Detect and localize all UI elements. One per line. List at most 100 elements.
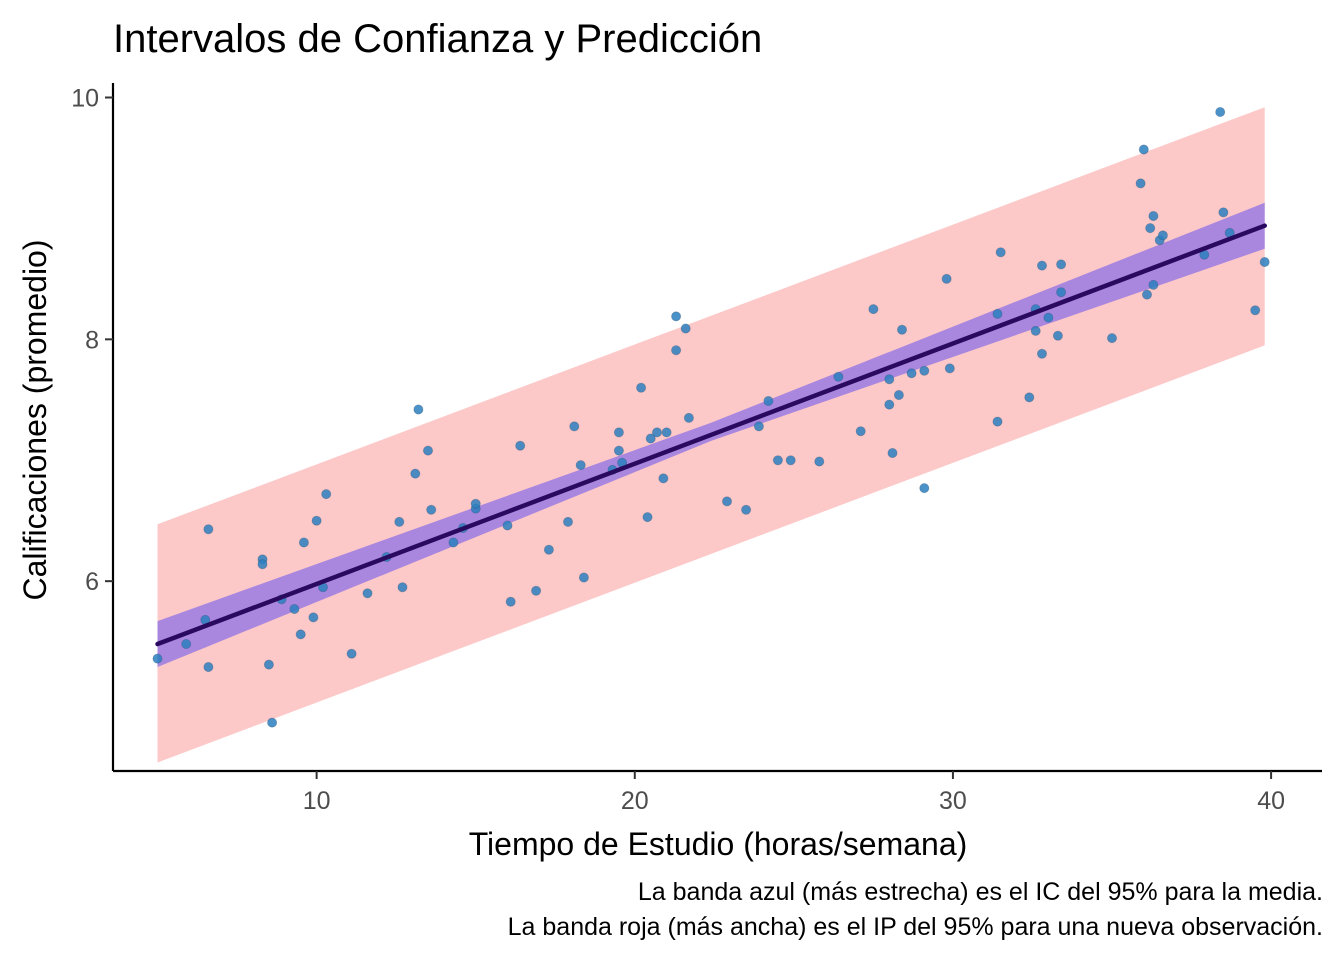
data-point (671, 311, 682, 322)
chart-title: Intervalos de Confianza y Predicción (113, 17, 762, 61)
data-point (152, 653, 163, 664)
data-point (505, 596, 516, 607)
data-point (887, 447, 898, 458)
data-point (1107, 333, 1118, 344)
data-point (1148, 279, 1159, 290)
data-point (680, 323, 691, 334)
y-tick-label: 8 (85, 326, 99, 354)
data-point (1142, 289, 1153, 300)
data-point (1135, 178, 1146, 189)
data-point (661, 427, 672, 438)
data-point (722, 496, 733, 507)
data-point (308, 612, 319, 623)
data-point (919, 483, 930, 494)
data-point (1037, 348, 1048, 359)
data-point (321, 489, 332, 500)
data-point (410, 468, 421, 479)
data-point (671, 345, 682, 356)
x-tick-label: 40 (1257, 787, 1285, 815)
data-point (884, 399, 895, 410)
y-axis-title: Calificaciones (promedio) (17, 239, 53, 600)
data-point (919, 365, 930, 376)
data-point (295, 629, 306, 640)
y-tick-label: 6 (85, 568, 99, 596)
data-point (181, 639, 192, 650)
data-point (289, 604, 300, 615)
data-point (741, 504, 752, 515)
data-point (311, 515, 322, 526)
x-axis-title: Tiempo de Estudio (horas/semana) (469, 826, 968, 862)
data-point (346, 648, 357, 659)
data-point (1043, 312, 1054, 323)
data-point (1030, 325, 1041, 336)
data-point (502, 520, 513, 531)
data-point (203, 662, 214, 673)
data-point (645, 433, 656, 444)
data-point (203, 524, 214, 535)
data-point (855, 426, 866, 437)
data-point (422, 445, 433, 456)
data-point (636, 382, 647, 393)
data-point (1037, 260, 1048, 271)
regression-line (155, 223, 1267, 647)
data-point (257, 559, 268, 570)
data-point (642, 512, 653, 523)
y-tick-label: 10 (71, 85, 99, 113)
data-point (575, 460, 586, 471)
data-point (515, 440, 526, 451)
data-point (298, 537, 309, 548)
data-point (1024, 392, 1035, 403)
data-point (1157, 230, 1168, 241)
data-point (531, 585, 542, 596)
data-point (1145, 223, 1156, 234)
data-point (263, 659, 274, 670)
data-point (397, 582, 408, 593)
data-point (995, 247, 1006, 258)
data-point (772, 455, 783, 466)
data-point (868, 304, 879, 315)
data-point (1056, 259, 1067, 270)
plot-area (152, 107, 1270, 763)
data-point (426, 504, 437, 515)
data-point (683, 412, 694, 423)
x-tick-label: 20 (621, 787, 649, 815)
data-point (814, 456, 825, 467)
data-point (448, 537, 459, 548)
data-point (613, 445, 624, 456)
data-point (1215, 107, 1226, 118)
data-point (893, 389, 904, 400)
data-point (1259, 256, 1270, 267)
data-point (1056, 287, 1067, 298)
x-tick-label: 10 (303, 787, 331, 815)
data-point (394, 516, 405, 527)
data-point (906, 368, 917, 379)
caption-line-1: La banda azul (más estrecha) es el IC de… (638, 878, 1323, 906)
data-point (1052, 330, 1063, 341)
data-point (578, 572, 589, 583)
x-tick-label: 30 (939, 787, 967, 815)
data-point (569, 421, 580, 432)
data-point (1138, 144, 1149, 155)
data-point (753, 421, 764, 432)
data-point (884, 374, 895, 385)
axis-ticks: 10 20 30 40 6 8 10 (71, 85, 1285, 815)
data-point (944, 363, 955, 374)
data-point (613, 427, 624, 438)
data-point (267, 717, 278, 728)
data-point (1218, 207, 1229, 218)
data-point (470, 498, 481, 509)
data-point (763, 395, 774, 406)
data-point (992, 308, 1003, 319)
data-point (413, 404, 424, 415)
data-point (1250, 305, 1261, 316)
data-point (658, 473, 669, 484)
data-point (941, 273, 952, 284)
data-point (785, 455, 796, 466)
data-point (1148, 210, 1159, 221)
data-point (563, 516, 574, 527)
data-point (992, 416, 1003, 427)
data-point (362, 588, 373, 599)
data-point (543, 544, 554, 555)
caption-line-2: La banda roja (más ancha) es el IP del 9… (508, 913, 1323, 941)
